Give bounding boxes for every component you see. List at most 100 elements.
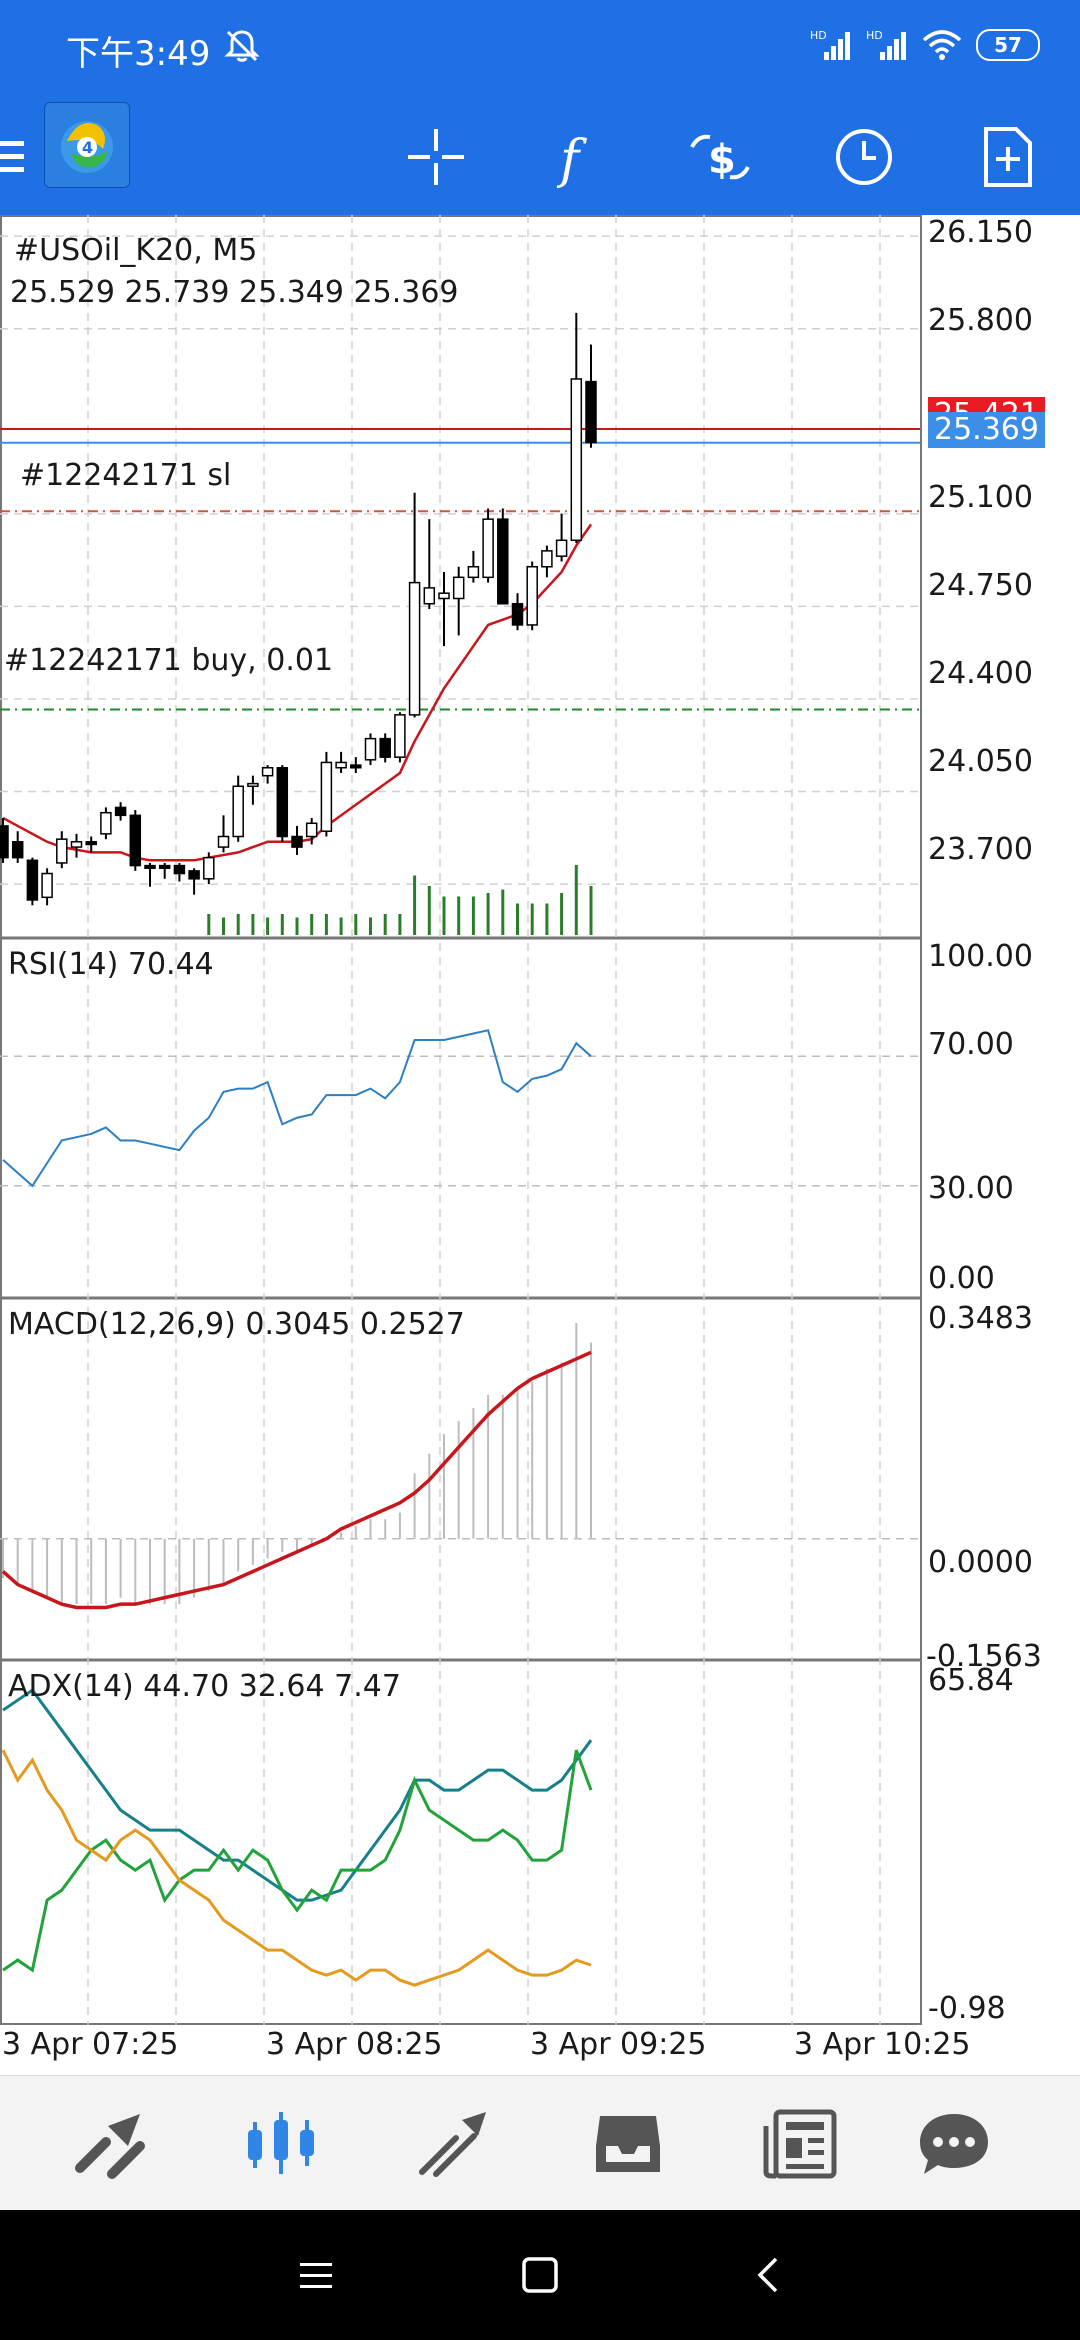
bullish-candle-body [247,782,259,788]
bullish-candle-body [467,565,480,579]
svg-text:4: 4 [82,138,93,157]
timeframe-icon[interactable] [832,125,896,189]
time-label-0825: 3 Apr 08:25 [266,2027,443,2062]
candle [570,312,583,543]
sl-label: #12242171 sl [20,458,232,493]
bullish-candle-body [305,822,318,838]
signal-icon-2: HD [866,29,906,60]
bearish-candle-body [497,518,509,605]
status-bar: 下午3:49 HD HD 57 [0,0,1080,95]
candle [11,831,24,863]
menu-icon[interactable] [0,125,60,189]
bearish-candle-body [85,841,97,846]
chart-icon[interactable] [244,2106,320,2182]
bullish-candle-body [203,856,215,880]
candle [511,593,524,631]
candle [482,508,494,583]
ohlc-values: 25.529 25.739 25.349 25.369 [10,275,459,310]
bullish-candle-body [555,539,568,557]
candle [585,344,597,448]
candle [70,833,83,858]
macd-label: MACD(12,26,9) 0.3045 0.2527 [8,1307,465,1342]
macd-signal-line [1,1350,592,1610]
candle [203,852,215,885]
price-label-26150: 26.150 [928,215,1033,250]
bearish-candle-body [585,380,597,444]
candle [247,775,259,805]
price-label-24400: 24.400 [928,656,1033,691]
buy-label: #12242171 buy, 0.01 [4,643,334,678]
rsi-axis-0: 0.00 [928,1261,995,1296]
crosshair-icon[interactable] [404,125,468,189]
candle [408,492,421,718]
macd-axis-max: 0.3483 [928,1301,1033,1336]
bottom-nav [0,2075,1080,2211]
bullish-candle-body [56,838,68,864]
candle [188,868,200,895]
chart-area[interactable]: #USOil_K20, M5 25.529 25.739 25.349 25.3… [0,215,1080,2075]
current-price-tag: 25.369 [928,412,1045,448]
bullish-candle-body [452,576,465,600]
candle [423,519,436,610]
bullish-candle-body [261,766,274,777]
candle [100,807,112,840]
mute-bell-icon [224,30,260,62]
trade-nav-icon[interactable] [416,2106,492,2182]
bearish-candle-body [511,603,524,626]
rsi-axis-30: 30.00 [928,1171,1014,1206]
bearish-candle-body [114,806,127,817]
candle [467,550,480,583]
adx-axis-min: -0.98 [928,1991,1006,2026]
candle [541,545,553,578]
bearish-candle-body [291,835,303,848]
home-nav-icon[interactable] [520,2255,560,2295]
bullish-candle-body [364,737,377,761]
rsi-axis-100: 100.00 [928,939,1033,974]
bearish-candle-body [379,737,391,758]
bearish-candle-body [144,864,156,869]
candle [0,817,9,863]
adx-label: ADX(14) 44.70 32.64 7.47 [8,1669,401,1704]
trade-icon[interactable]: $ [688,125,752,189]
rsi-line [2,1029,592,1188]
back-nav-icon[interactable] [748,2255,788,2295]
indicators-icon[interactable]: f [546,125,610,189]
bearish-candle-body [0,825,9,859]
candle [320,751,333,837]
quotes-icon[interactable] [72,2106,148,2182]
adx-plus-di-line [2,1749,593,1973]
menu-nav-icon[interactable] [296,2255,336,2295]
chart-canvas[interactable] [0,215,1080,2075]
svg-text:HD: HD [810,29,827,42]
candle [85,836,97,853]
candle [379,733,391,763]
candle [276,765,289,842]
signal-icon: HD [810,29,850,60]
candle [41,868,53,906]
bullish-candle-body [217,835,230,848]
candle [497,508,509,605]
chat-icon[interactable] [916,2106,992,2182]
history-icon[interactable] [590,2106,666,2182]
candle [56,831,68,869]
news-icon[interactable] [762,2106,838,2182]
status-time: 下午3:49 [66,34,211,74]
toolbar: f $ [0,95,1080,215]
new-order-icon[interactable] [976,125,1040,189]
bearish-candle-body [158,864,171,869]
candle [526,561,538,631]
bullish-candle-body [41,872,53,899]
battery-indicator: 57 [976,29,1040,61]
bullish-candle-body [408,581,421,716]
app-logo[interactable]: 4 [44,102,130,188]
metatrader-logo-icon: 4 [61,121,113,173]
bearish-candle-body [276,766,289,838]
candle [129,810,142,871]
bullish-candle-body [423,587,436,605]
bullish-candle-body [438,592,450,600]
bearish-candle-body [173,864,186,875]
price-label-24050: 24.050 [928,744,1033,779]
bullish-candle-body [570,378,583,542]
bearish-candle-body [188,870,200,880]
adx-minus-di-line [1,1749,592,1987]
